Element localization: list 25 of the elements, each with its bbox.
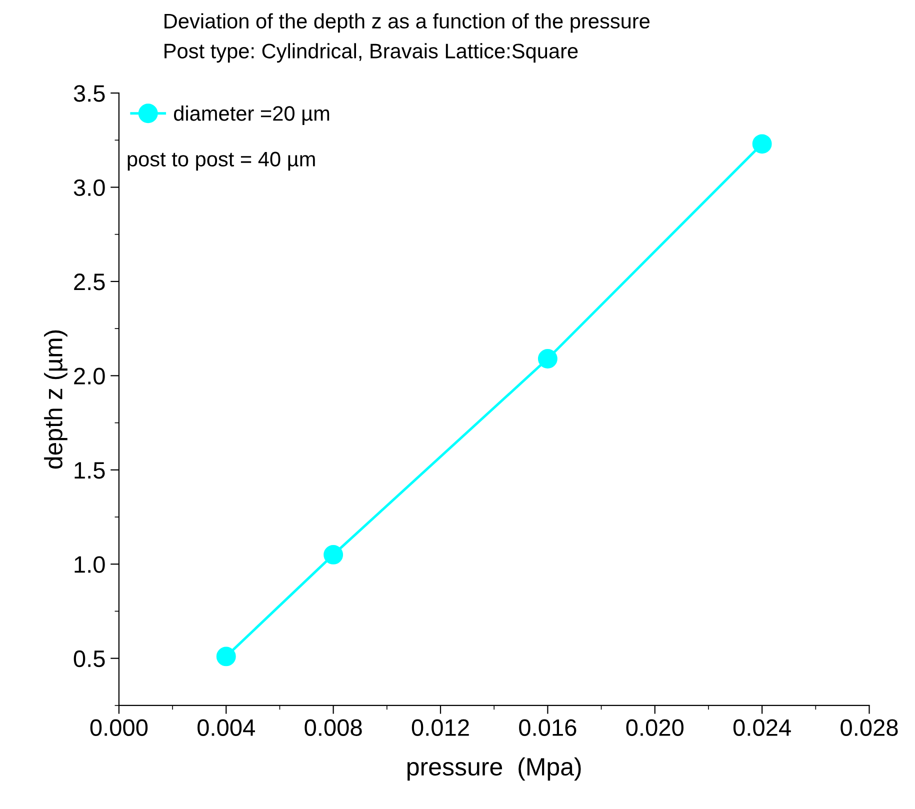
point [538, 349, 558, 368]
x-tick-label: 0.012 [412, 719, 469, 736]
x-tick-label: 0.000 [90, 719, 148, 736]
x-axis-title: pressure (Mpa) [408, 757, 581, 781]
y-tick-label: 2.0 [74, 368, 105, 384]
x-tick-label: 0.028 [840, 719, 898, 736]
x-tick-label: 0.008 [304, 719, 362, 736]
annotation: post to post = 40 µm [128, 152, 315, 171]
chart-title: Deviation of the depth z as a function of the pressure [164, 13, 650, 33]
y-tick-label: 2.5 [74, 274, 105, 290]
y-axis-title: depth z (µm) [44, 330, 68, 469]
x-tick-label: 0.024 [733, 719, 791, 736]
point [324, 544, 344, 564]
y-tick-label: 1.0 [74, 556, 105, 573]
x-tick-label: 0.016 [519, 719, 576, 736]
y-tick-label: 3.0 [74, 179, 105, 196]
chart-subtitle: Post type: Cylindrical, Bravais Lattice:Square [164, 43, 578, 63]
y-tick-label: 1.5 [74, 462, 105, 479]
point [752, 134, 772, 154]
point [216, 646, 236, 666]
y-tick-label: 0.5 [74, 650, 105, 668]
y-tick-label: 3.5 [74, 85, 105, 102]
x-tick-label: 0.020 [626, 719, 684, 736]
legend-label: diameter =20 µm [174, 106, 330, 125]
x-tick-label: 0.004 [198, 719, 255, 736]
